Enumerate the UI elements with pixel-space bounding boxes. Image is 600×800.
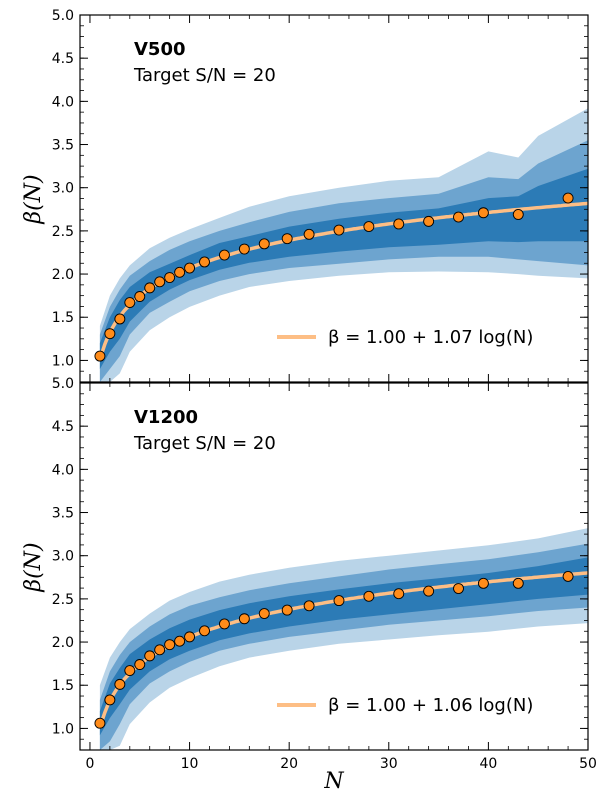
- y-tick-label: 4.5: [52, 419, 74, 435]
- y-tick-label: 4.5: [52, 51, 74, 67]
- data-point: [164, 272, 176, 283]
- panel-title: V500: [134, 39, 186, 60]
- y-tick-label: 2.5: [52, 592, 74, 608]
- data-point: [281, 233, 293, 245]
- data-point: [303, 228, 315, 240]
- y-tick-label: 4.0: [52, 94, 74, 110]
- data-points: [94, 570, 574, 729]
- data-point: [218, 618, 230, 630]
- data-point: [184, 262, 196, 274]
- percentile-bands: [99, 108, 588, 382]
- data-point: [281, 604, 293, 616]
- legend-label: β = 1.00 + 1.06 log(N): [328, 695, 533, 716]
- data-point: [238, 613, 250, 625]
- y-tick-label: 3.0: [52, 181, 74, 197]
- band-inner: [99, 168, 588, 369]
- data-point: [393, 218, 405, 230]
- panel-v500: 1.0 1.5 2.0 2.5 3.0 3.5 4.0 4.5 5.0 V500 Target …: [21, 8, 589, 383]
- y-tick-label: 1.0: [52, 721, 74, 737]
- data-point: [562, 570, 574, 582]
- x-tick-label: 40: [479, 756, 497, 772]
- panel-title: V1200: [134, 407, 198, 428]
- x-tick-label: 50: [579, 756, 597, 772]
- data-point: [94, 350, 106, 362]
- axes: 1.0 1.5 2.0 2.5 3.0 3.5 4.0 4.5 5.0: [52, 8, 589, 383]
- data-point: [124, 665, 136, 677]
- data-point: [199, 625, 210, 637]
- data-point: [333, 224, 345, 236]
- data-point: [164, 639, 176, 651]
- y-axis-label: β(N): [21, 174, 46, 224]
- data-point: [94, 717, 106, 729]
- data-point: [104, 694, 116, 706]
- data-point: [154, 644, 166, 656]
- data-point: [258, 608, 270, 620]
- data-point: [453, 583, 464, 594]
- data-point: [144, 282, 156, 294]
- data-point: [154, 276, 166, 288]
- data-point: [114, 678, 126, 690]
- data-point: [363, 590, 375, 602]
- data-point: [393, 588, 405, 600]
- legend-label: β = 1.00 + 1.07 log(N): [328, 327, 533, 348]
- data-point: [303, 600, 315, 612]
- y-tick-label: 2.0: [52, 267, 74, 283]
- y-tick-label: 3.0: [52, 549, 74, 565]
- data-point: [363, 221, 375, 233]
- x-tick-label: 30: [380, 756, 398, 772]
- data-point: [423, 215, 435, 227]
- x-tick-label: 20: [280, 756, 298, 772]
- percentile-bands: [99, 528, 588, 750]
- y-tick-label: 3.5: [52, 138, 74, 154]
- x-axis-label: N: [323, 769, 344, 794]
- data-point: [134, 291, 146, 302]
- panel-v1200: 1.0 1.5 2.0 2.5 3.0 3.5 4.0 4.5 5.0 0 10 20 30 40 50 V…: [21, 376, 597, 794]
- data-point: [512, 209, 524, 220]
- data-point: [453, 211, 464, 223]
- panel-subtitle: Target S/N = 20: [133, 433, 276, 454]
- legend: β = 1.00 + 1.07 log(N): [277, 327, 533, 348]
- data-point: [333, 595, 345, 607]
- data-point: [512, 577, 524, 589]
- data-point: [238, 243, 250, 255]
- data-point: [423, 585, 435, 597]
- y-tick-label: 3.5: [52, 506, 74, 522]
- panel-subtitle: Target S/N = 20: [133, 65, 276, 86]
- data-point: [258, 238, 270, 250]
- data-point: [114, 313, 126, 325]
- data-point: [134, 659, 146, 670]
- y-tick-label: 2.0: [52, 635, 74, 651]
- y-axis-label: β(N): [21, 542, 46, 592]
- data-point: [144, 650, 156, 662]
- data-point: [104, 328, 116, 340]
- data-point: [124, 297, 136, 309]
- data-point: [174, 635, 186, 647]
- y-tick-label: 5.0: [52, 376, 74, 392]
- band-inner: [99, 557, 588, 736]
- axes: 1.0 1.5 2.0 2.5 3.0 3.5 4.0 4.5 5.0 0 10 20 30 40 50: [52, 376, 597, 772]
- data-point: [562, 192, 574, 204]
- data-point: [477, 577, 489, 589]
- y-tick-label: 1.0: [52, 353, 74, 369]
- x-tick-label: 10: [181, 756, 199, 772]
- y-tick-label: 2.5: [52, 224, 74, 240]
- data-point: [218, 249, 230, 261]
- data-point: [199, 256, 210, 268]
- x-tick-label: 0: [85, 756, 94, 772]
- data-points: [94, 192, 574, 362]
- y-tick-label: 5.0: [52, 8, 74, 24]
- data-point: [477, 207, 489, 219]
- y-tick-label: 1.5: [52, 310, 74, 326]
- data-point: [174, 266, 186, 278]
- band-mid: [99, 140, 588, 382]
- y-tick-label: 1.5: [52, 678, 74, 694]
- y-tick-label: 4.0: [52, 462, 74, 478]
- legend: β = 1.00 + 1.06 log(N): [277, 695, 533, 716]
- data-point: [184, 631, 196, 643]
